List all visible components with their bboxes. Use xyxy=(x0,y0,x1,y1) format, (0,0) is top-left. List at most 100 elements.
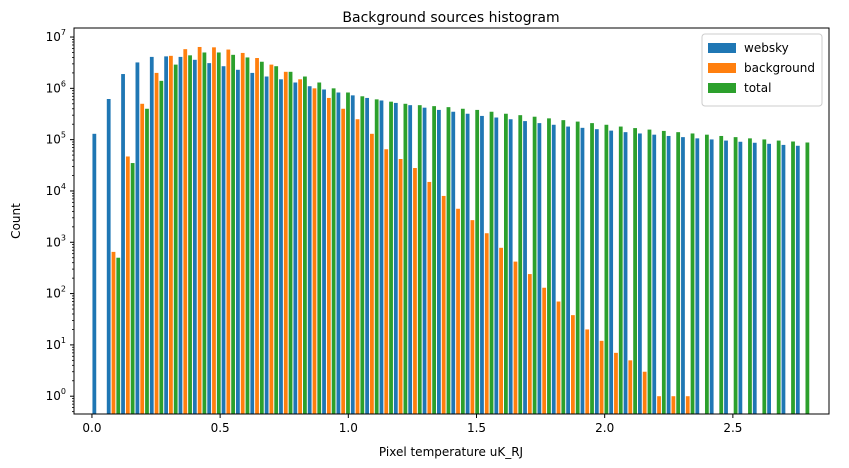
bar-total-35 xyxy=(604,124,609,415)
series-background xyxy=(111,46,690,415)
y-tick-label-3: 103 xyxy=(46,233,66,249)
bar-background-27 xyxy=(484,233,489,414)
bar-websky-43 xyxy=(709,139,714,414)
bar-background-3 xyxy=(140,103,145,414)
bar-websky-2 xyxy=(121,74,125,414)
series-websky xyxy=(92,56,800,415)
x-tick-label-2: 1.0 xyxy=(339,421,358,435)
bar-total-43 xyxy=(719,135,724,414)
bar-websky-28 xyxy=(494,117,499,415)
bars-layer xyxy=(92,46,810,415)
bar-websky-39 xyxy=(652,134,657,414)
bar-background-17 xyxy=(341,108,346,414)
bar-background-15 xyxy=(312,88,317,414)
y-axis-label: Count xyxy=(9,203,23,239)
bar-background-31 xyxy=(542,287,547,414)
bar-background-16 xyxy=(326,97,331,414)
bar-total-6 xyxy=(188,55,192,414)
bar-websky-42 xyxy=(695,138,700,415)
bar-websky-35 xyxy=(594,129,599,414)
bar-websky-26 xyxy=(465,113,470,415)
y-tick-label-5: 105 xyxy=(46,131,66,147)
y-tick-label-2: 102 xyxy=(46,285,66,301)
bar-websky-3 xyxy=(135,62,140,415)
bar-background-13 xyxy=(283,71,288,414)
bar-total-27 xyxy=(489,111,494,415)
bar-background-7 xyxy=(197,46,202,414)
bar-total-16 xyxy=(331,88,336,414)
bar-total-13 xyxy=(288,71,293,414)
bar-background-1 xyxy=(111,251,116,414)
bar-total-40 xyxy=(676,132,681,414)
bar-websky-33 xyxy=(566,126,570,414)
bar-websky-6 xyxy=(178,56,183,415)
bar-total-46 xyxy=(762,139,767,414)
bar-websky-23 xyxy=(422,107,427,415)
bar-background-21 xyxy=(398,158,403,414)
bar-websky-38 xyxy=(637,133,642,414)
y-tick-label-0: 100 xyxy=(46,387,66,403)
bar-websky-45 xyxy=(738,141,743,414)
bar-websky-16 xyxy=(322,89,326,415)
bar-background-37 xyxy=(628,360,633,414)
bar-background-14 xyxy=(298,79,303,414)
bar-total-10 xyxy=(245,57,250,414)
bar-websky-13 xyxy=(279,79,283,414)
bar-total-8 xyxy=(216,52,221,414)
bar-background-18 xyxy=(355,119,360,415)
bar-websky-40 xyxy=(666,135,671,414)
bar-background-38 xyxy=(642,371,647,414)
bar-total-45 xyxy=(748,138,752,415)
bar-total-31 xyxy=(547,118,551,415)
bar-total-23 xyxy=(432,106,437,414)
bar-total-34 xyxy=(590,123,594,415)
bar-websky-20 xyxy=(379,100,384,414)
bar-total-30 xyxy=(532,116,537,415)
x-axis: 0.0 0.5 1.0 1.5 2.0 2.5 xyxy=(82,414,742,435)
bar-websky-46 xyxy=(752,142,757,414)
bar-websky-21 xyxy=(393,102,398,415)
bar-websky-17 xyxy=(336,92,341,414)
bar-websky-9 xyxy=(221,66,226,415)
x-tick-label-1: 0.5 xyxy=(211,421,230,435)
bar-total-4 xyxy=(159,80,164,414)
bar-background-35 xyxy=(599,340,604,414)
bar-background-41 xyxy=(685,396,690,414)
bar-total-17 xyxy=(346,92,350,414)
bar-websky-15 xyxy=(307,86,312,414)
bar-background-8 xyxy=(212,47,216,414)
bar-background-5 xyxy=(169,55,173,415)
bar-total-29 xyxy=(518,115,523,415)
bar-background-9 xyxy=(226,49,231,415)
bar-websky-30 xyxy=(523,121,527,414)
bar-background-6 xyxy=(183,49,188,415)
legend-label-background: background xyxy=(744,61,815,75)
legend: websky background total xyxy=(701,33,823,107)
bar-websky-24 xyxy=(437,109,441,414)
y-tick-label-6: 106 xyxy=(46,79,66,95)
x-tick-label-4: 2.0 xyxy=(595,421,614,435)
bar-background-2 xyxy=(125,156,130,415)
bar-websky-25 xyxy=(451,111,456,415)
bar-websky-49 xyxy=(795,145,800,414)
bar-websky-27 xyxy=(480,115,484,415)
bar-websky-5 xyxy=(164,56,169,415)
bar-websky-36 xyxy=(609,130,614,414)
bar-websky-44 xyxy=(724,140,728,414)
bar-websky-0 xyxy=(92,133,97,414)
bar-websky-18 xyxy=(350,95,355,415)
bar-background-40 xyxy=(671,396,676,414)
bar-websky-37 xyxy=(623,132,628,414)
bar-total-12 xyxy=(274,66,279,415)
legend-label-websky: websky xyxy=(744,41,789,55)
legend-swatch-total xyxy=(708,83,736,93)
bar-background-10 xyxy=(240,52,245,415)
bar-total-11 xyxy=(259,61,264,415)
bar-total-32 xyxy=(561,120,566,415)
bar-background-20 xyxy=(384,149,389,414)
y-tick-label-1: 101 xyxy=(46,336,66,352)
bar-background-32 xyxy=(556,301,561,414)
x-tick-label-0: 0.0 xyxy=(82,421,101,435)
bar-background-29 xyxy=(513,261,518,414)
